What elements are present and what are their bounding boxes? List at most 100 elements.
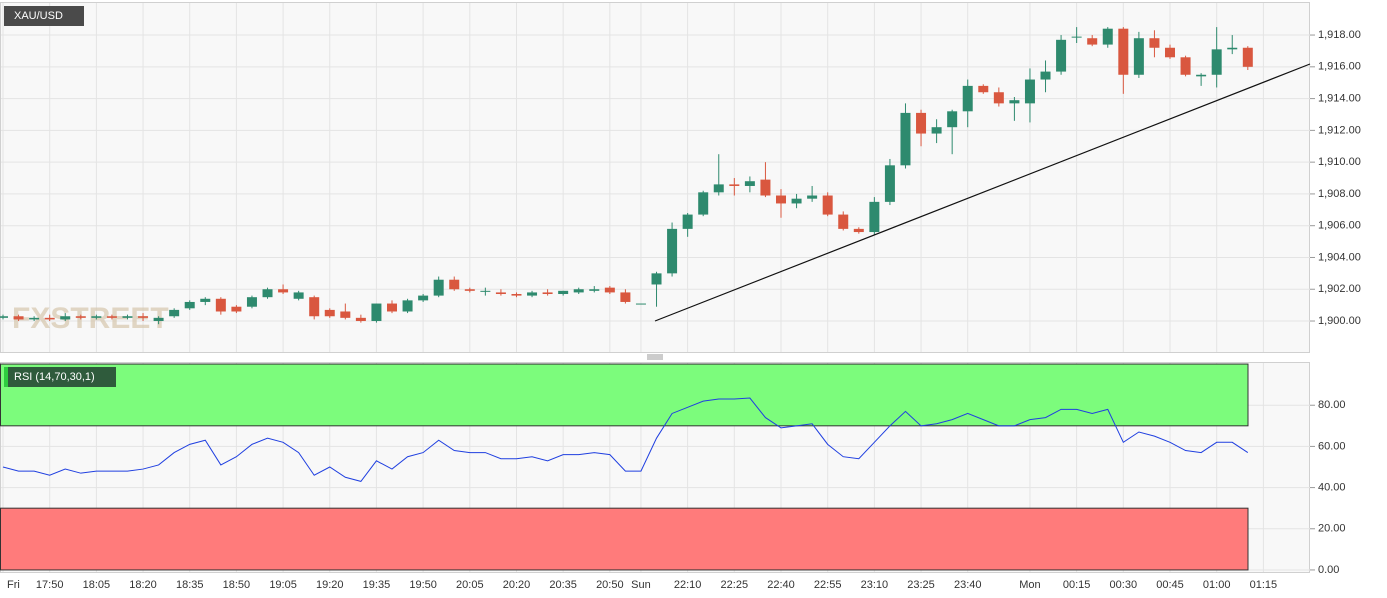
x-tick-label: 01:15 (1250, 579, 1278, 591)
y-tick-label: 20.00 (1318, 523, 1346, 535)
x-tick-label: 19:35 (363, 579, 391, 591)
candle-body (589, 289, 600, 291)
candle-body (635, 303, 646, 305)
x-tick-label: 19:50 (409, 579, 437, 591)
candle-body (480, 290, 491, 292)
x-tick-label: 22:40 (767, 579, 795, 591)
candle-body (75, 316, 86, 318)
rsi-bands (0, 363, 1249, 571)
candle-body (1040, 71, 1051, 80)
candle-body (527, 292, 538, 296)
y-tick-label: 1,916.00 (1318, 61, 1361, 73)
candle-body (464, 289, 475, 291)
rsi-band (0, 507, 1249, 571)
price-panel (0, 2, 1310, 353)
candle-body (511, 294, 522, 296)
candle-body (44, 317, 55, 320)
y-tick-label: 1,904.00 (1318, 251, 1361, 263)
candle-body (947, 111, 958, 128)
candle-body (340, 311, 351, 318)
candle-body (1009, 100, 1020, 104)
candle-body (1227, 47, 1238, 50)
candle-body (1149, 38, 1160, 48)
x-tick-label: 23:25 (907, 579, 935, 591)
x-tick-label: 17:50 (36, 579, 64, 591)
trend-line (654, 63, 1311, 322)
candle-body (169, 309, 180, 317)
x-tick-label: 20:35 (549, 579, 577, 591)
candle-body (231, 306, 242, 312)
x-tick-label: 22:25 (721, 579, 749, 591)
x-tick-label: 20:20 (503, 579, 531, 591)
candle-body (884, 165, 895, 202)
candle-body (573, 289, 584, 293)
rsi-label: RSI (14,70,30,1) (14, 371, 95, 383)
candle-body (713, 184, 724, 193)
x-tick-label: 20:50 (596, 579, 624, 591)
candle-body (1180, 57, 1191, 75)
candle-body (744, 181, 755, 186)
candle-body (0, 316, 8, 318)
candle-body (1196, 74, 1207, 77)
candle-body (200, 298, 211, 302)
marks (0, 27, 1253, 482)
candle-body (433, 279, 444, 296)
candle-body (13, 316, 24, 320)
candle-body (978, 85, 989, 93)
y-tick-label: 80.00 (1318, 399, 1346, 411)
candle-body (604, 287, 615, 293)
x-tick-label: 18:35 (176, 579, 204, 591)
x-tick-label: 22:55 (814, 579, 842, 591)
y-tick-label: 1,900.00 (1318, 315, 1361, 327)
candle-body (29, 317, 40, 320)
rsi-box (4, 367, 116, 387)
candle-body (309, 297, 320, 317)
candle-body (1102, 28, 1113, 45)
candle-body (822, 195, 833, 215)
x-tick-label: 23:40 (954, 579, 982, 591)
candle-body (418, 295, 429, 301)
x-tick-label: 00:45 (1156, 579, 1184, 591)
candle-body (153, 317, 164, 322)
x-tick-label: 22:10 (674, 579, 702, 591)
symbol-label: XAU/USD (14, 10, 63, 22)
y-tick-label: 60.00 (1318, 440, 1346, 452)
candle-body (993, 92, 1004, 104)
candle-body (729, 184, 740, 186)
candle-body (324, 309, 335, 317)
rsi-box-stripe (4, 367, 8, 387)
candle-body (1242, 47, 1253, 67)
candle-body (542, 292, 553, 295)
x-tick-label: 23:10 (861, 579, 889, 591)
candle-body (791, 198, 802, 204)
candle-body (853, 228, 864, 233)
candle-body (931, 127, 942, 134)
y-tick-label: 1,914.00 (1318, 93, 1361, 105)
candle-body (1024, 79, 1035, 104)
candle-body (122, 316, 133, 318)
y-tick-label: 1,918.00 (1318, 29, 1361, 41)
candle-body (449, 279, 460, 290)
candle-body (246, 297, 257, 307)
x-tick-label: 18:05 (83, 579, 111, 591)
candle-body (620, 292, 631, 302)
y-tick-label: 1,910.00 (1318, 156, 1361, 168)
y-tick-label: 40.00 (1318, 481, 1346, 493)
candle-body (1071, 36, 1082, 38)
candle-body (1211, 49, 1222, 75)
candle-body (387, 303, 397, 312)
candle-body (60, 316, 71, 320)
candle-body (355, 317, 366, 322)
x-tick-label: Fri (7, 579, 20, 591)
candle-body (962, 85, 973, 112)
candle-body (1165, 47, 1175, 58)
candle-body (184, 301, 195, 309)
candle-body (776, 195, 786, 204)
candle-body (760, 179, 771, 196)
candle-body (916, 112, 927, 134)
x-tick-label: 19:20 (316, 579, 344, 591)
candle-body (651, 273, 662, 285)
candle-body (558, 290, 569, 295)
y-tick-label: 1,912.00 (1318, 124, 1361, 136)
